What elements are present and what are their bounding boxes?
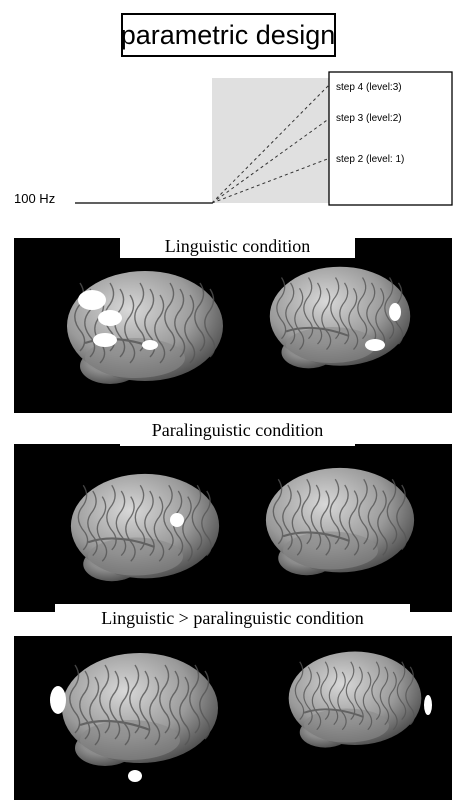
activation <box>424 695 432 715</box>
step-label: step 3 (level:2) <box>336 113 402 124</box>
figure: parametric design 100 Hz step 4 (level:3… <box>0 0 454 800</box>
activation <box>142 340 158 350</box>
activation <box>389 303 401 321</box>
temporal-lobe <box>88 538 183 576</box>
temporal-lobe <box>283 532 378 570</box>
title: parametric design <box>121 20 336 50</box>
activation <box>50 686 66 714</box>
temporal-lobe <box>286 327 376 363</box>
stimulus-area <box>212 78 330 203</box>
activation <box>93 333 117 347</box>
activation <box>98 310 122 326</box>
panel-title: Linguistic condition <box>165 236 311 256</box>
activation <box>128 770 142 782</box>
step-label: step 2 (level: 1) <box>336 154 404 165</box>
step-label: step 4 (level:3) <box>336 82 402 93</box>
baseline-label: 100 Hz <box>14 191 55 206</box>
temporal-lobe <box>80 720 180 760</box>
activation <box>365 339 385 351</box>
panel-title: Linguistic > paralinguistic condition <box>101 608 364 628</box>
panel-title: Paralinguistic condition <box>152 420 323 440</box>
temporal-lobe <box>304 709 389 743</box>
activation <box>170 513 184 527</box>
panels: Linguistic condition Paralinguistic condi… <box>14 232 452 800</box>
activation <box>78 290 106 310</box>
page: parametric design 100 Hz step 4 (level:3… <box>0 0 454 800</box>
